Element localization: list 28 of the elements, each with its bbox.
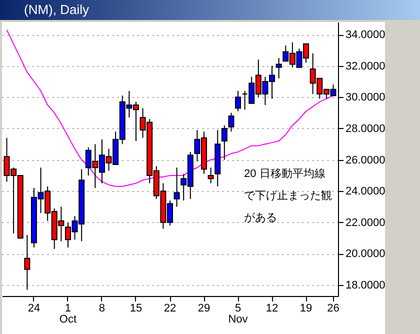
y-tick-label: 26.0000	[346, 154, 386, 166]
y-tick-label: 30.0000	[346, 92, 386, 104]
y-tick-label: 18.0000	[346, 280, 386, 292]
candlestick	[208, 167, 214, 184]
y-tick-label: 32.0000	[346, 60, 386, 72]
x-tick-label: 19	[300, 302, 312, 314]
y-tick-label: 20.0000	[346, 248, 386, 260]
y-tick-label: 24.0000	[346, 186, 386, 198]
y-tick-label: 34.0000	[346, 29, 386, 42]
chart-title: (NM), Daily	[0, 0, 420, 20]
candlestick	[235, 90, 242, 112]
annotation: 20 日移動平均線で下げ止まった観がある	[244, 168, 332, 224]
candlestick	[174, 167, 180, 208]
x-tick-label: 8	[98, 302, 106, 314]
x-tick-label: 22	[164, 302, 176, 314]
candlestick	[228, 112, 234, 132]
x-tick-label: 5 Nov	[228, 302, 248, 326]
x-tick-label: 26	[327, 302, 340, 314]
x-tick-label: 12	[266, 302, 278, 314]
x-tick-label: 29	[198, 302, 210, 314]
candlestick	[221, 124, 228, 160]
x-tick-label: 24	[28, 302, 40, 314]
candlestick	[276, 58, 282, 79]
y-tick-label: 28.0000	[346, 122, 386, 135]
x-tick-label: 1 Oct	[59, 302, 77, 326]
candlestick	[24, 234, 30, 290]
x-tick-label: 15	[130, 302, 142, 314]
y-tick-label: 22.0000	[346, 216, 386, 229]
